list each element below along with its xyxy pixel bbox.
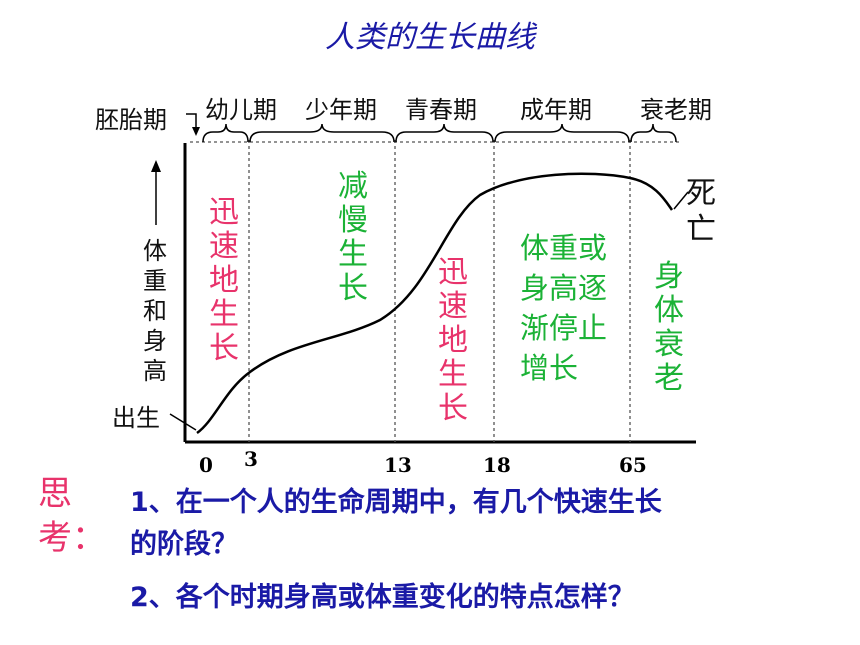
annotation-growth-stops: 体重或 身高逐 渐停止 增长 (520, 228, 607, 388)
x-tick-3: 3 (244, 447, 258, 471)
brace-childhood (249, 123, 395, 143)
death-arrow (673, 191, 689, 210)
question-1-line-1: 1、在一个人的生命周期中，有几个快速生长 (130, 487, 662, 518)
stage-embryo-label: 胚胎期 (95, 106, 167, 134)
birth-arrow (169, 413, 197, 431)
brace-infancy (202, 123, 249, 143)
annotation-stop-line: 体重或 (520, 231, 608, 265)
brace-puberty (395, 123, 494, 143)
annotation-stop-line: 身高逐 (520, 271, 608, 305)
stage-old-age-label: 衰老期 (640, 96, 712, 124)
annotation-slow-growth: 减慢生长 (338, 169, 368, 306)
brace-old-age (630, 123, 677, 143)
brace-adulthood (494, 123, 630, 143)
annotation-rapid-growth-2: 迅速地生长 (438, 255, 468, 426)
page-title: 人类的生长曲线 (325, 20, 535, 55)
death-label: 死亡 (686, 176, 716, 247)
stage-childhood-label: 少年期 (305, 96, 377, 124)
growth-curve (196, 172, 674, 435)
x-tick-0: 0 (199, 453, 213, 477)
x-tick-13: 13 (384, 453, 412, 477)
y-axis-label: 体重和身高 (143, 237, 167, 385)
annotation-body-aging: 身体衰老 (654, 259, 684, 396)
annotation-rapid-growth-1: 迅速地生长 (209, 195, 239, 366)
think-label: 思考： (38, 474, 106, 558)
x-tick-18: 18 (483, 453, 511, 477)
annotation-stop-line: 渐停止 (520, 311, 608, 345)
question-2: 2、各个时期身高或体重变化的特点怎样？ (130, 582, 635, 613)
stage-adulthood-label: 成年期 (520, 96, 592, 124)
annotation-stop-line: 增长 (520, 351, 579, 385)
embryo-pointer (186, 113, 197, 130)
stage-puberty-label: 青春期 (405, 96, 477, 124)
x-tick-65: 65 (619, 453, 647, 477)
stage-infancy-label: 幼儿期 (205, 96, 277, 124)
question-1-line-2: 的阶段？ (130, 529, 238, 560)
birth-label: 出生 (112, 404, 160, 432)
